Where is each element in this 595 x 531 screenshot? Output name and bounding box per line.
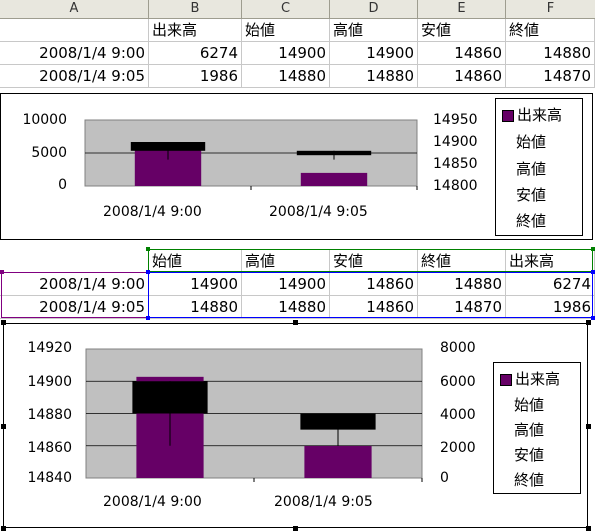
chart2-y2-tick: 6000 bbox=[440, 374, 476, 390]
legend-swatch bbox=[502, 109, 514, 122]
column-header-C[interactable]: C bbox=[242, 0, 330, 19]
range-handle[interactable] bbox=[146, 316, 150, 320]
column-header-A[interactable]: A bbox=[0, 0, 149, 19]
resize-handle[interactable] bbox=[586, 320, 591, 325]
cell-A5[interactable] bbox=[0, 250, 149, 273]
cell-D6[interactable]: 14860 bbox=[330, 273, 418, 296]
category-range bbox=[1, 272, 149, 318]
chart1-plot bbox=[84, 119, 418, 190]
legend-item: 高値 bbox=[514, 421, 545, 439]
cell-E7[interactable]: 14870 bbox=[418, 296, 506, 319]
cell-E3[interactable]: 14860 bbox=[418, 65, 506, 88]
range-handle[interactable] bbox=[591, 270, 595, 274]
chart1-y1-tick: 0 bbox=[58, 177, 67, 193]
cell-E1[interactable]: 安値 bbox=[418, 19, 506, 42]
volume-bar bbox=[304, 445, 372, 478]
chart2[interactable]: 14920 14900 14880 14860 14840 8000 6000 … bbox=[3, 323, 588, 528]
chart2-plot bbox=[85, 348, 423, 482]
chart2-y1-tick: 14920 bbox=[27, 340, 72, 356]
cell-E2[interactable]: 14860 bbox=[418, 42, 506, 65]
chart2-y2-tick: 2000 bbox=[440, 440, 476, 456]
chart1-y2-tick: 14850 bbox=[433, 156, 478, 172]
chart1-y1-tick: 5000 bbox=[31, 145, 67, 161]
chart1-y2-tick: 14900 bbox=[433, 134, 478, 150]
chart2-y1-tick: 14900 bbox=[27, 374, 72, 390]
cell-E6[interactable]: 14880 bbox=[418, 273, 506, 296]
chart2-x-label: 2008/1/4 9:05 bbox=[274, 494, 373, 510]
resize-handle[interactable] bbox=[1, 320, 6, 325]
candle-body bbox=[300, 413, 376, 430]
resize-handle[interactable] bbox=[586, 526, 591, 531]
chart2-y1-tick: 14860 bbox=[27, 440, 72, 456]
column-header-D[interactable]: D bbox=[330, 0, 418, 19]
cell-D2[interactable]: 14900 bbox=[330, 42, 418, 65]
range-handle[interactable] bbox=[591, 316, 595, 320]
cell-B3[interactable]: 1986 bbox=[149, 65, 242, 88]
volume-bar bbox=[300, 172, 368, 186]
legend-item: 終値 bbox=[516, 212, 547, 230]
range-handle[interactable] bbox=[146, 270, 150, 274]
cell-F3[interactable]: 14870 bbox=[506, 65, 595, 88]
range-handle[interactable] bbox=[591, 247, 595, 251]
legend-item: 始値 bbox=[516, 133, 547, 151]
chart1-x-label: 2008/1/4 9:00 bbox=[103, 204, 202, 220]
chart1-legend[interactable]: 出来高 始値 高値 安値 終値 bbox=[495, 98, 583, 236]
cell-B7[interactable]: 14880 bbox=[149, 296, 242, 319]
chart2-y1-tick: 14880 bbox=[27, 407, 72, 423]
range-handle[interactable] bbox=[0, 270, 4, 274]
candle-body bbox=[296, 150, 372, 156]
cell-D7[interactable]: 14860 bbox=[330, 296, 418, 319]
chart1-y2-tick: 14950 bbox=[433, 112, 478, 128]
cell-C3[interactable]: 14880 bbox=[242, 65, 330, 88]
chart1-y2-tick: 14800 bbox=[433, 178, 478, 194]
cell-B1[interactable]: 出来高 bbox=[149, 19, 242, 42]
chart1-x-label: 2008/1/4 9:05 bbox=[269, 204, 368, 220]
legend-item: 出来高 bbox=[500, 369, 560, 389]
column-header-E[interactable]: E bbox=[418, 0, 506, 19]
chart1[interactable]: 10000 5000 0 14950 14900 14850 14800 200… bbox=[0, 93, 593, 240]
candle-body bbox=[132, 381, 208, 414]
chart2-y1-tick: 14840 bbox=[27, 470, 72, 486]
cell-B2[interactable]: 6274 bbox=[149, 42, 242, 65]
resize-handle[interactable] bbox=[293, 320, 298, 325]
chart2-y2-tick: 4000 bbox=[440, 407, 476, 423]
cell-A1[interactable] bbox=[0, 19, 149, 42]
cell-C1[interactable]: 始値 bbox=[242, 19, 330, 42]
cell-D3[interactable]: 14880 bbox=[330, 65, 418, 88]
cell-A3[interactable]: 2008/1/4 9:05 bbox=[0, 65, 149, 88]
resize-handle[interactable] bbox=[293, 526, 298, 531]
legend-item: 出来高 bbox=[502, 105, 562, 125]
cell-C6[interactable]: 14900 bbox=[242, 273, 330, 296]
candle-body bbox=[130, 142, 206, 151]
legend-item: 安値 bbox=[514, 446, 545, 464]
legend-item: 高値 bbox=[516, 160, 547, 178]
legend-item: 始値 bbox=[514, 396, 545, 414]
resize-handle[interactable] bbox=[1, 424, 6, 429]
series-name-range bbox=[148, 249, 593, 272]
resize-handle[interactable] bbox=[586, 424, 591, 429]
values-range bbox=[148, 272, 593, 318]
range-handle[interactable] bbox=[146, 247, 150, 251]
cell-D1[interactable]: 高値 bbox=[330, 19, 418, 42]
cell-B6[interactable]: 14900 bbox=[149, 273, 242, 296]
legend-item: 安値 bbox=[516, 186, 547, 204]
chart2-y2-tick: 8000 bbox=[440, 340, 476, 356]
chart2-y2-tick: 0 bbox=[440, 470, 449, 486]
cell-C2[interactable]: 14900 bbox=[242, 42, 330, 65]
column-header-F[interactable]: F bbox=[506, 0, 595, 19]
cell-A2[interactable]: 2008/1/4 9:00 bbox=[0, 42, 149, 65]
column-header-B[interactable]: B bbox=[149, 0, 242, 19]
chart1-y1-tick: 10000 bbox=[22, 112, 67, 128]
resize-handle[interactable] bbox=[1, 526, 6, 531]
cell-F1[interactable]: 終値 bbox=[506, 19, 595, 42]
legend-item: 終値 bbox=[514, 471, 545, 489]
cell-C7[interactable]: 14880 bbox=[242, 296, 330, 319]
legend-swatch bbox=[500, 373, 512, 386]
chart2-legend[interactable]: 出来高 始値 高値 安値 終値 bbox=[493, 362, 581, 494]
chart2-x-label: 2008/1/4 9:00 bbox=[103, 494, 202, 510]
cell-F2[interactable]: 14880 bbox=[506, 42, 595, 65]
